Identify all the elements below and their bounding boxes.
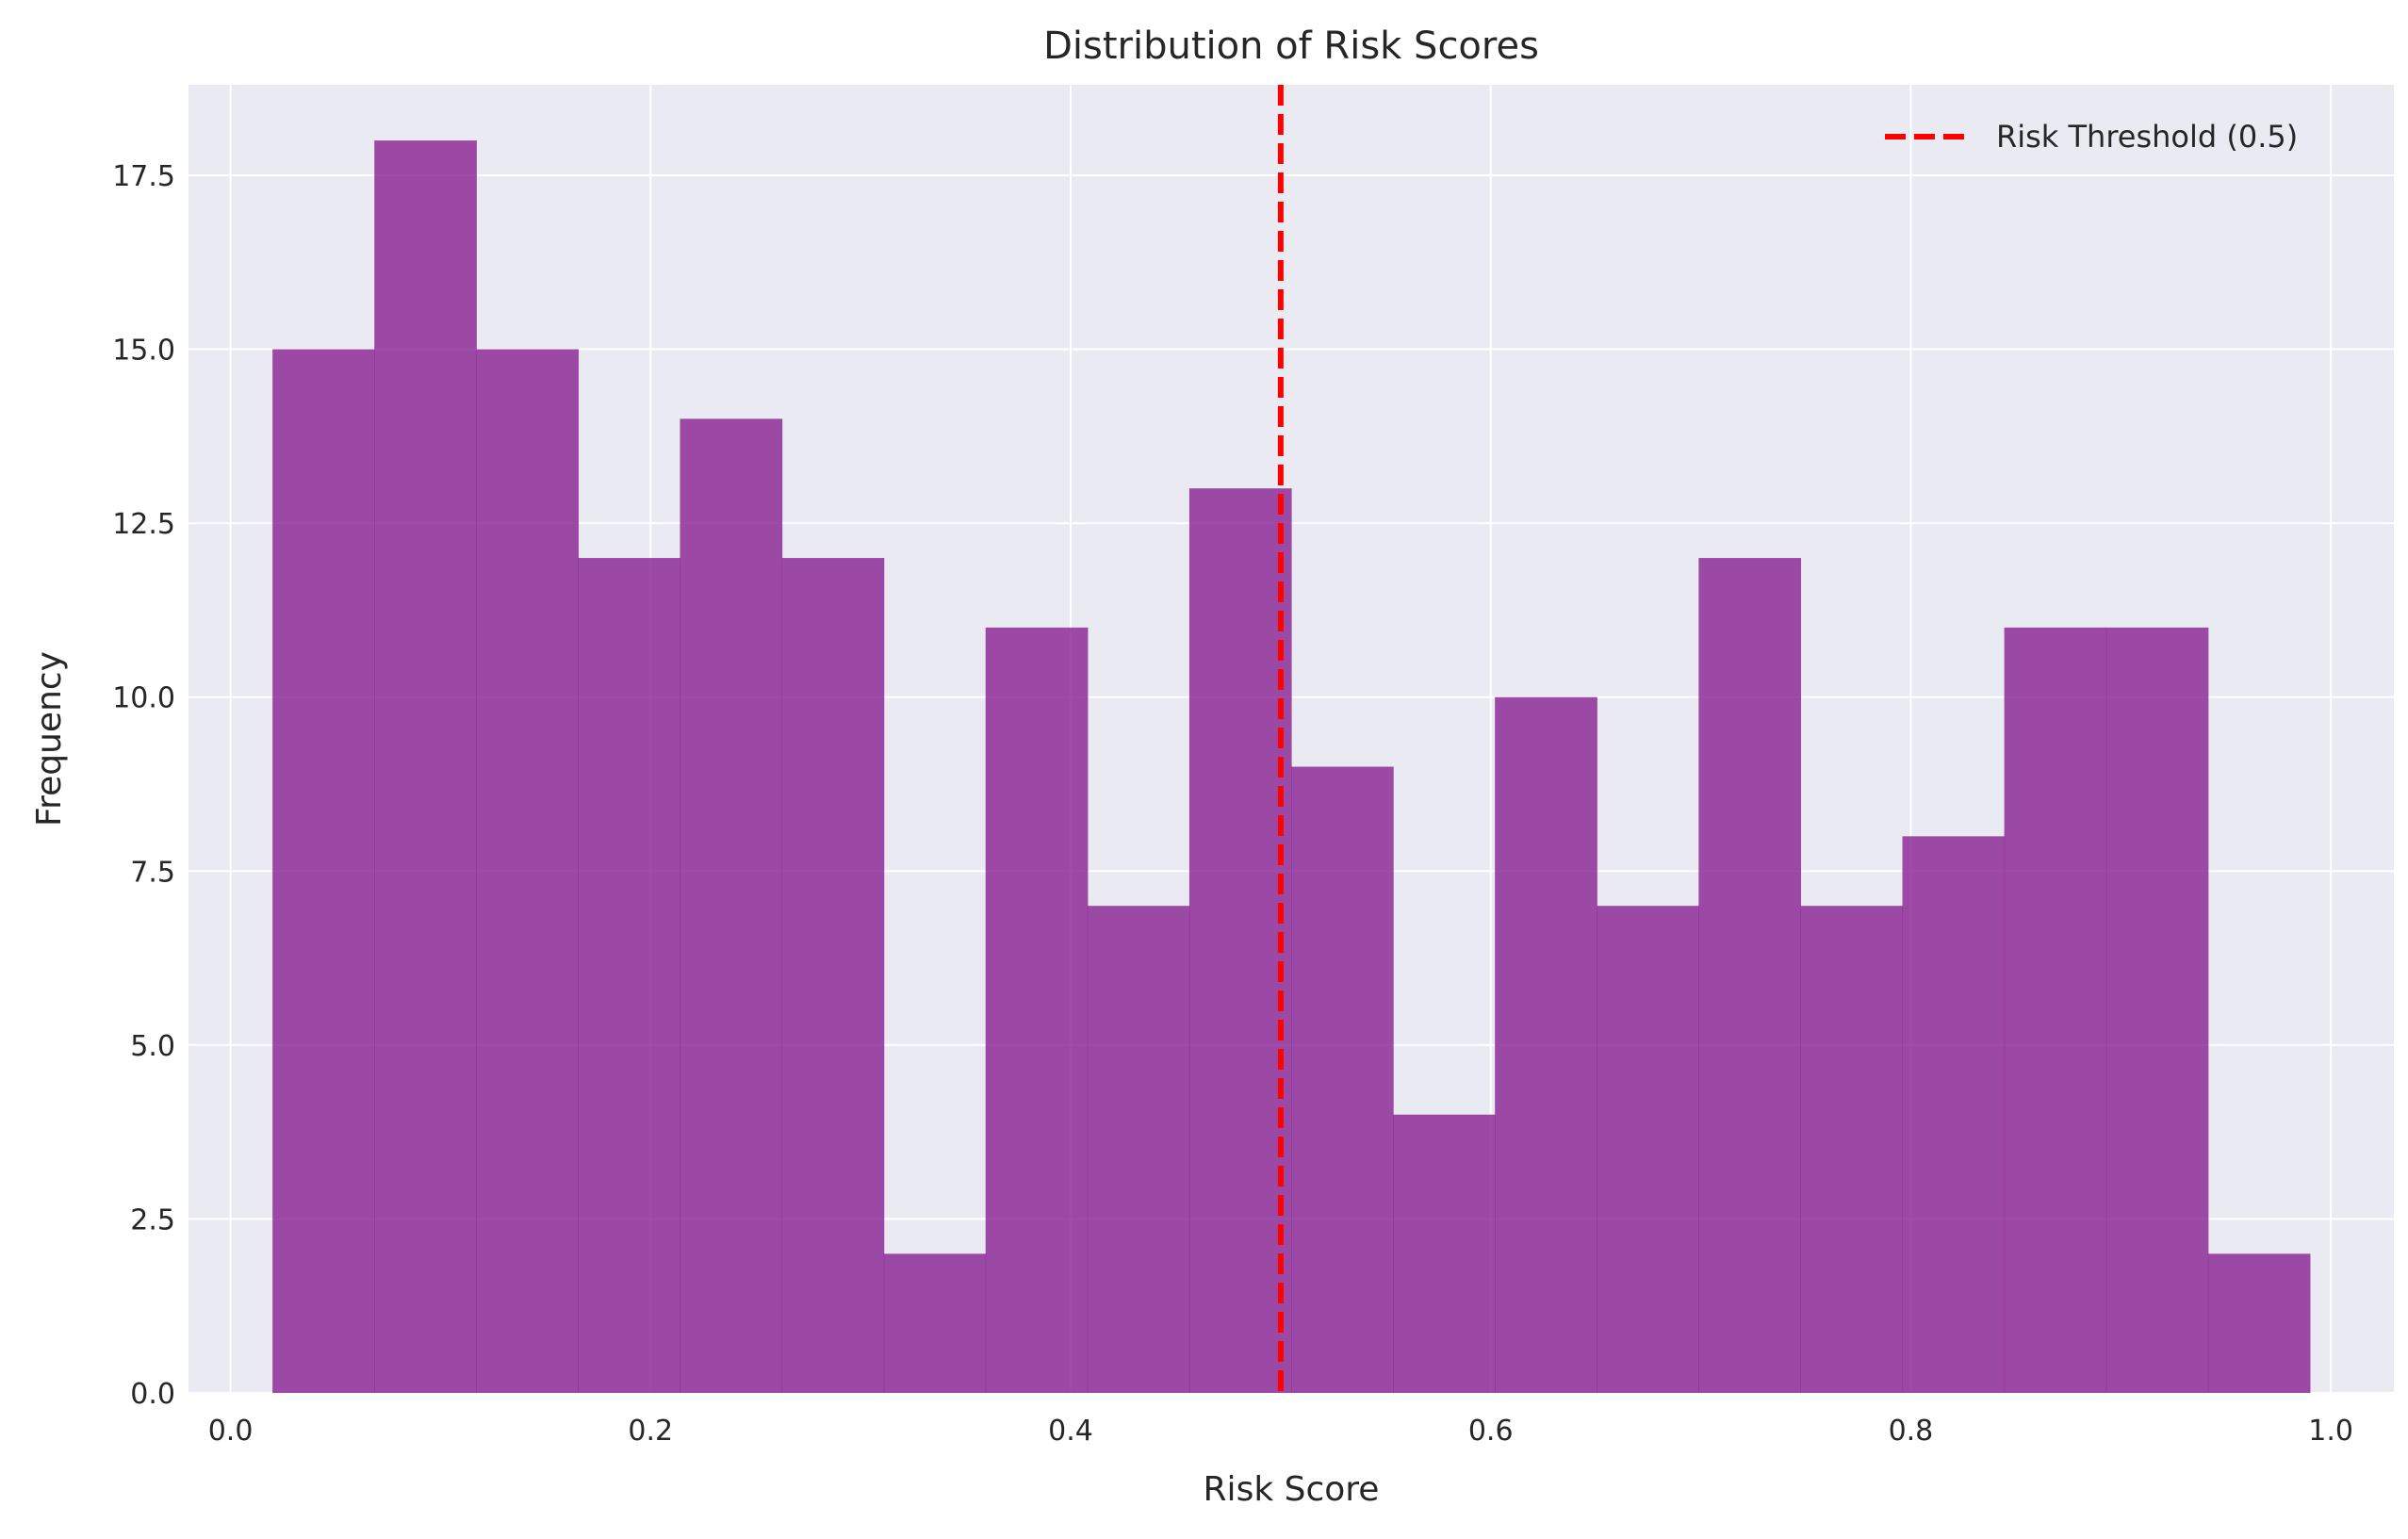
x-tick-label-2: 0.4 — [1048, 1415, 1093, 1448]
histogram-bar-7 — [985, 627, 1089, 1393]
histogram-bar-13 — [1597, 906, 1699, 1393]
y-tick-label-6: 15.0 — [112, 335, 175, 368]
histogram-bar-0 — [272, 349, 375, 1393]
y-tick-label-4: 10.0 — [112, 682, 175, 715]
histogram-bar-11 — [1393, 1114, 1496, 1393]
histogram-bar-15 — [1800, 906, 1904, 1393]
histogram-bar-6 — [883, 1253, 987, 1393]
x-axis-label: Risk Score — [1204, 1470, 1380, 1509]
x-tick-label-3: 0.6 — [1468, 1415, 1514, 1448]
chart-title: Distribution of Risk Scores — [1043, 25, 1539, 68]
x-tick-label-0: 0.0 — [208, 1415, 254, 1448]
y-tick-label-0: 0.0 — [130, 1378, 175, 1411]
histogram-bar-18 — [2105, 627, 2209, 1393]
histogram-bar-5 — [781, 558, 885, 1393]
legend-threshold-label: Risk Threshold (0.5) — [1996, 119, 2298, 155]
histogram-bar-3 — [578, 558, 681, 1393]
y-tick-label-1: 2.5 — [130, 1203, 175, 1236]
histogram-bar-16 — [1902, 836, 2006, 1393]
y-tick-label-7: 17.5 — [112, 160, 175, 193]
histogram-bar-10 — [1291, 766, 1394, 1393]
y-tick-label-3: 7.5 — [130, 856, 175, 889]
histogram-bar-1 — [374, 140, 477, 1393]
y-tick-label-5: 12.5 — [112, 508, 175, 541]
histogram-bar-12 — [1495, 696, 1597, 1393]
histogram-bar-8 — [1087, 906, 1190, 1393]
y-axis-label: Frequency — [30, 651, 69, 827]
histogram-bar-19 — [2207, 1253, 2311, 1393]
x-tick-label-4: 0.8 — [1889, 1415, 1934, 1448]
histogram-bar-9 — [1188, 488, 1292, 1393]
histogram-bar-17 — [2004, 627, 2107, 1393]
x-tick-label-5: 1.0 — [2308, 1415, 2353, 1448]
histogram-bar-2 — [476, 349, 579, 1393]
x-tick-label-1: 0.2 — [628, 1415, 673, 1448]
histogram-bar-4 — [680, 418, 783, 1394]
histogram-bars — [272, 140, 2311, 1394]
y-tick-label-2: 5.0 — [130, 1030, 175, 1063]
legend: Risk Threshold (0.5) — [1885, 119, 2298, 155]
histogram-bar-14 — [1698, 558, 1802, 1393]
axis-ticks: 0.0 0.2 0.4 0.6 0.8 1.0 0.0 2.5 5.0 7.5 10.0 12.5 15… — [112, 160, 2353, 1448]
